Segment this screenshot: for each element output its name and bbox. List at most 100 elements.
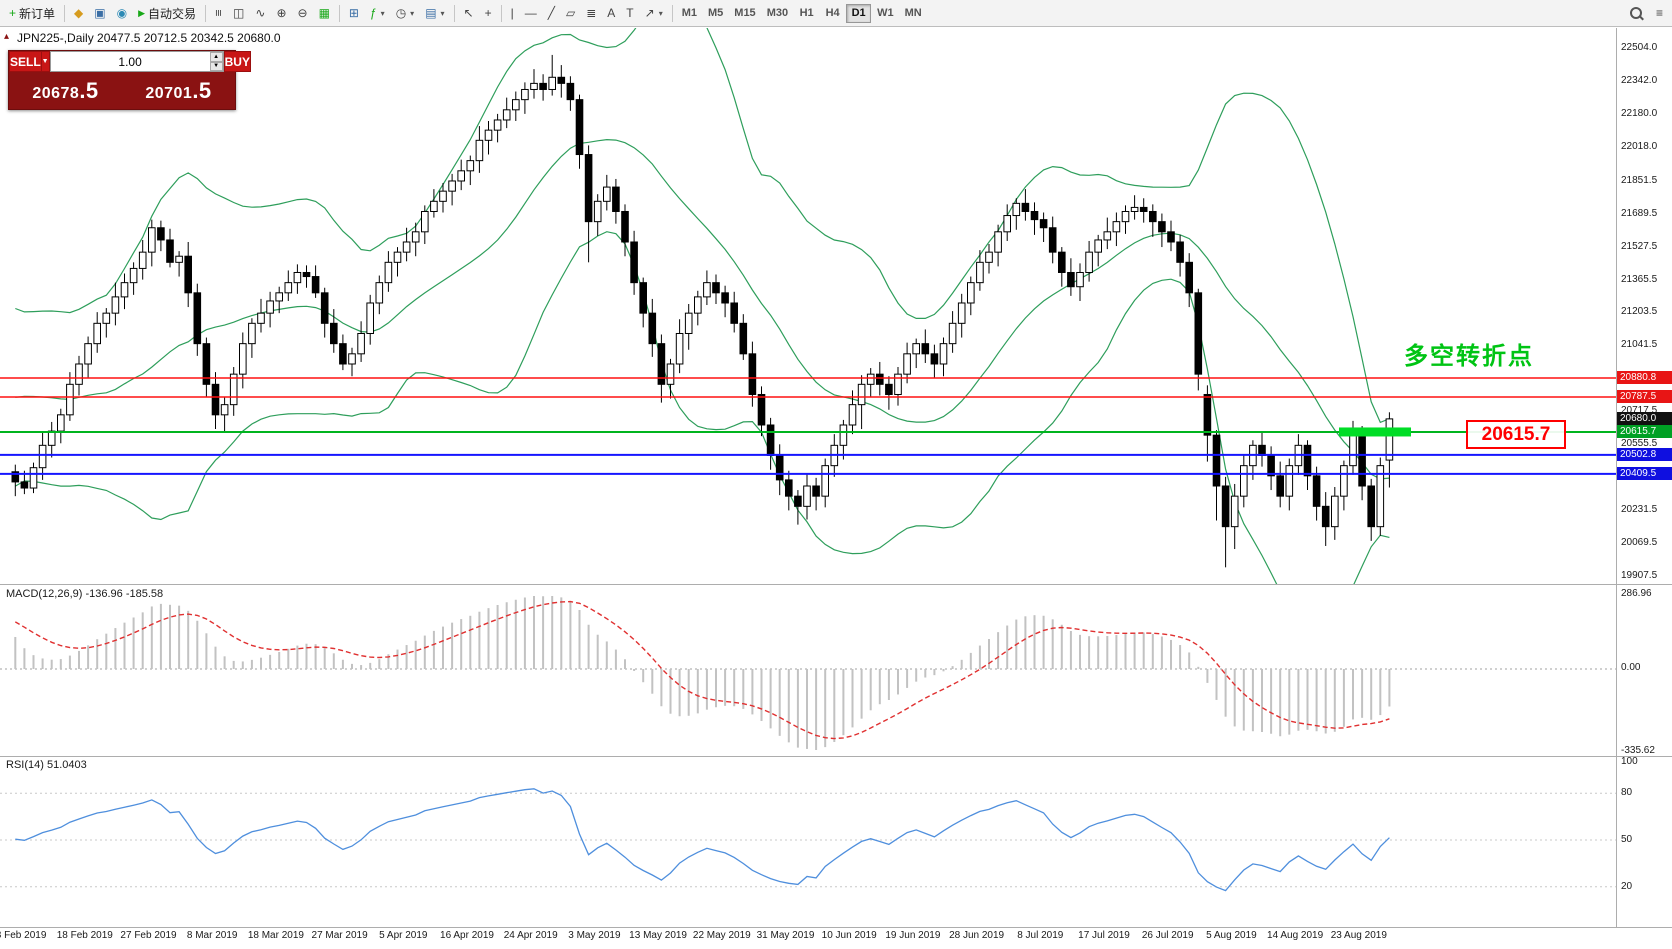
menu-button[interactable]: ≡ <box>1651 3 1668 24</box>
arrows-tool-button[interactable]: ↗ ▾ <box>640 3 668 24</box>
sell-button[interactable]: SELL <box>9 51 42 72</box>
time-axis-label: 24 Apr 2019 <box>503 930 558 941</box>
new-order-icon: + <box>9 6 17 20</box>
price-axis-label: 21851.5 <box>1621 174 1658 186</box>
cursor-button[interactable]: ↖ <box>459 3 479 24</box>
autotrading-play-icon: ▶ <box>138 7 146 18</box>
timeframe-m30[interactable]: M30 <box>762 4 793 23</box>
price-axis-label: 21365.5 <box>1621 273 1658 285</box>
buy-price: 20701.5 <box>145 77 212 103</box>
vertical-line-button[interactable]: | <box>506 3 519 24</box>
indicators-icon: ƒ <box>369 6 377 20</box>
vertical-line-icon: | <box>510 6 514 20</box>
time-axis-label: 14 Aug 2019 <box>1267 930 1324 941</box>
timeframe-m15[interactable]: M15 <box>729 4 760 23</box>
volume-input[interactable] <box>50 52 210 71</box>
sell-price: 20678.5 <box>32 77 99 103</box>
timeframe-mn[interactable]: MN <box>900 4 927 23</box>
rsi-axis-label: 100 <box>1621 756 1638 767</box>
autotrading-button[interactable]: ▶ 自动交易 <box>133 3 201 24</box>
time-axis-label: 8 Jul 2019 <box>1017 930 1064 941</box>
rsi-axis-label: 80 <box>1621 787 1633 799</box>
one-click-trading-panel: SELL ▼ ▲ ▼ BUY 20678.5 20701.5 <box>8 50 251 110</box>
timeframe-m1[interactable]: M1 <box>677 4 702 23</box>
trendline-icon: ╱ <box>547 6 555 20</box>
horizontal-line-button[interactable]: — <box>520 3 542 24</box>
time-axis-label: 5 Aug 2019 <box>1206 930 1257 941</box>
time-axis-label: 23 Aug 2019 <box>1330 930 1387 941</box>
toolbar-separator <box>205 4 207 22</box>
time-axis-label: 22 May 2019 <box>692 930 751 941</box>
price-axis-label: 21527.5 <box>1621 240 1658 252</box>
charts-grid-button[interactable]: ▣ <box>89 3 110 24</box>
support-price-badge: 20409.5 <box>1617 466 1672 480</box>
toolbar-separator <box>500 4 502 22</box>
bar-chart-button[interactable]: ≡ <box>210 3 227 24</box>
timeframe-d1[interactable]: D1 <box>846 3 872 23</box>
price-axis-label: 20555.5 <box>1621 438 1658 450</box>
price-tag-box[interactable]: 20615.7 <box>1466 420 1566 449</box>
price-axis-label: 22342.0 <box>1621 74 1658 86</box>
time-axis-label: 8 Mar 2019 <box>186 930 238 941</box>
time-axis-label: 31 May 2019 <box>756 930 815 941</box>
new-order-label: 新订单 <box>19 6 56 21</box>
buy-button[interactable]: BUY <box>223 51 251 72</box>
time-axis-label: 8 Feb 2019 <box>0 930 47 941</box>
templates-icon: ▤ <box>425 6 437 20</box>
time-axis-label: 13 May 2019 <box>629 930 688 941</box>
refresh-icon: ◉ <box>116 6 128 20</box>
price-axis-label: 22180.0 <box>1621 107 1658 119</box>
macd-label: MACD(12,26,9) -136.96 -185.58 <box>6 588 164 600</box>
indicators-button[interactable]: ƒ ▾ <box>365 3 390 24</box>
rsi-axis-label: 50 <box>1621 834 1633 845</box>
chart-plot-area[interactable] <box>0 28 1616 927</box>
search-button[interactable] <box>1625 3 1650 24</box>
bar-chart-icon: ≡ <box>211 9 226 17</box>
tile-windows-icon: ⊞ <box>348 6 359 20</box>
candlestick-icon: ◫ <box>233 6 245 20</box>
line-chart-icon: ∿ <box>255 6 266 20</box>
turning-point-annotation[interactable]: 多空转折点 <box>1404 343 1534 370</box>
time-axis-label: 19 Jun 2019 <box>885 930 941 941</box>
crosshair-button[interactable]: + <box>480 3 497 24</box>
zoom-out-button[interactable]: ⊖ <box>293 3 313 24</box>
fibonacci-button[interactable]: ≣ <box>581 3 601 24</box>
channel-icon: ▱ <box>565 6 576 20</box>
cursor-icon: ↖ <box>463 6 474 20</box>
new-order-button[interactable]: + 新订单 <box>4 3 60 24</box>
timeframe-h4[interactable]: H4 <box>820 4 845 23</box>
timeframe-m5[interactable]: M5 <box>703 4 728 23</box>
periods-clock-icon: ◷ <box>395 6 407 20</box>
text-tool-button[interactable]: A <box>602 3 620 24</box>
search-icon <box>1629 7 1642 19</box>
refresh-button[interactable]: ◉ <box>112 3 132 24</box>
time-axis-label: 27 Mar 2019 <box>311 930 368 941</box>
trendline-button[interactable]: ╱ <box>543 3 560 24</box>
current-price-badge: 20680.0 <box>1617 411 1672 425</box>
label-tool-button[interactable]: T <box>621 3 638 24</box>
timeframe-w1[interactable]: W1 <box>872 4 899 23</box>
tile-windows-button[interactable]: ⊞ <box>344 3 364 24</box>
candlestick-button[interactable]: ◫ <box>228 3 249 24</box>
timeframe-h1[interactable]: H1 <box>794 4 819 23</box>
periods-button[interactable]: ◷ ▾ <box>391 3 420 24</box>
line-chart-button[interactable]: ∿ <box>250 3 270 24</box>
volume-up-button[interactable]: ▲ <box>209 52 223 62</box>
channel-button[interactable]: ▱ <box>561 3 580 24</box>
pivot-price-badge: 20615.7 <box>1617 424 1672 438</box>
time-axis-label: 10 Jun 2019 <box>821 930 877 941</box>
main-toolbar: + 新订单 ◆ ▣ ◉ ▶ 自动交易 ≡ ◫ ∿ ⊕ ⊖ ▦ ⊞ ƒ ▾ ◷ ▾ ▤… <box>0 0 1672 27</box>
volume-spinner: ▲ ▼ <box>209 52 223 71</box>
price-axis-label: 21041.5 <box>1621 339 1658 351</box>
grid-icon: ▦ <box>318 6 330 20</box>
templates-button[interactable]: ▤ ▾ <box>420 3 449 24</box>
price-axis-label: 22504.0 <box>1621 42 1658 53</box>
profiles-button[interactable]: ◆ <box>69 3 88 24</box>
order-type-dropdown[interactable]: ▼ <box>41 51 50 72</box>
grid-toggle-button[interactable]: ▦ <box>314 3 335 24</box>
volume-down-button[interactable]: ▼ <box>209 61 223 71</box>
zoom-in-button[interactable]: ⊕ <box>271 3 291 24</box>
profile-icon: ◆ <box>74 6 84 20</box>
one-click-toggle[interactable]: ▴ <box>4 31 10 42</box>
